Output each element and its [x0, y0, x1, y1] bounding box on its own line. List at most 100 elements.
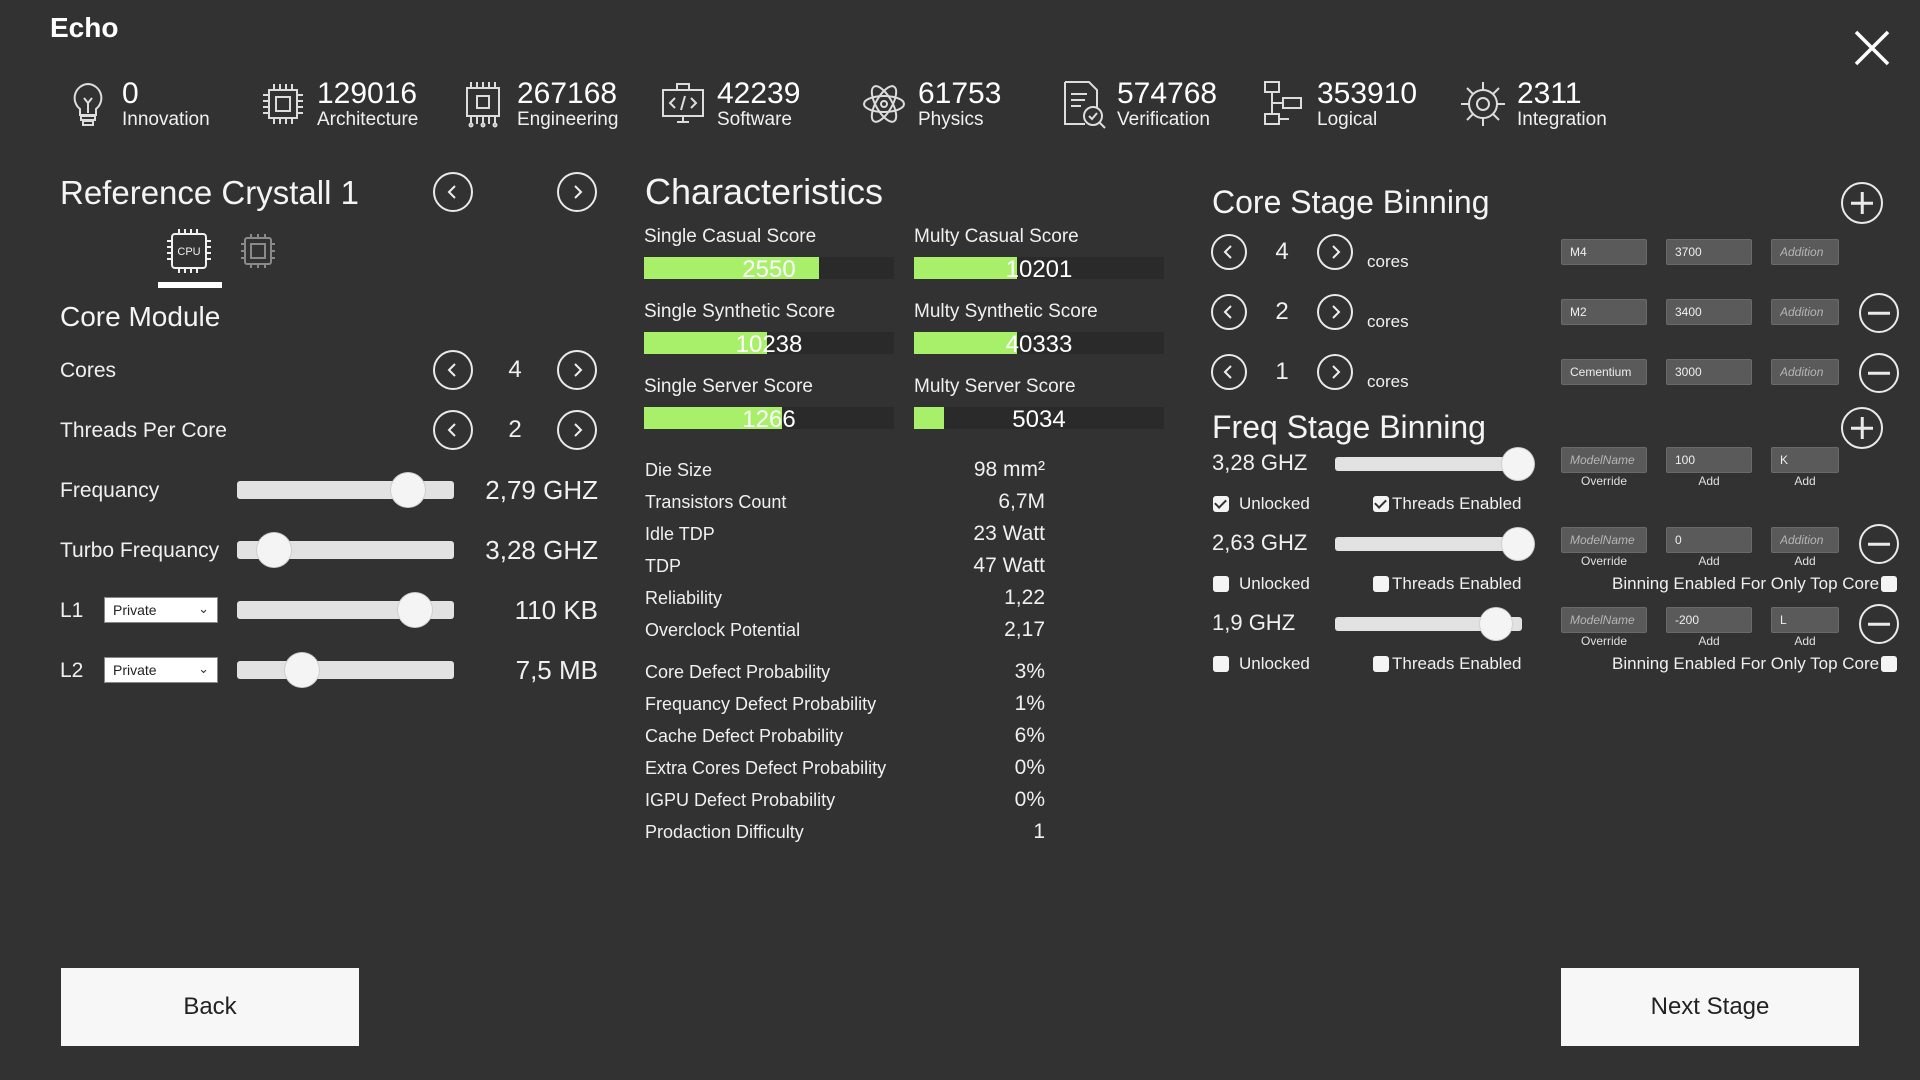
l2-mode-dropdown[interactable]: Private ⌄ [104, 657, 218, 683]
core-bin-decrease-button[interactable] [1211, 294, 1247, 330]
freq-bin-add-input[interactable] [1666, 607, 1752, 633]
core-bin-addition-input[interactable] [1771, 239, 1839, 265]
slider-knob[interactable] [1479, 608, 1512, 640]
freq-bin-add2-input[interactable] [1771, 607, 1839, 633]
core-bin-decrease-button[interactable] [1211, 354, 1247, 390]
tab-gpu[interactable] [239, 232, 277, 275]
remove-freq-bin-button[interactable] [1859, 524, 1899, 564]
remove-core-bin-button[interactable] [1859, 293, 1899, 333]
unlocked-checkbox[interactable] [1213, 496, 1229, 512]
l1-slider[interactable] [237, 593, 454, 627]
chevron-right-icon [574, 363, 583, 377]
threads-enabled-checkbox[interactable] [1373, 496, 1389, 512]
tab-cpu[interactable]: CPU [158, 228, 222, 288]
unlocked-checkbox[interactable] [1213, 576, 1229, 592]
core-bin-value-input[interactable] [1666, 299, 1752, 325]
app-title: Echo [50, 12, 119, 43]
threads-label: Threads Per Core [60, 419, 227, 442]
unlocked-checkbox[interactable] [1213, 656, 1229, 672]
freq-bin-add-input[interactable] [1666, 447, 1752, 473]
core-bin-value-input[interactable] [1666, 359, 1752, 385]
next-stage-button[interactable]: Next Stage [1561, 968, 1859, 1046]
freq-bin-slider[interactable] [1335, 528, 1535, 560]
core-bin-addition-input[interactable] [1771, 359, 1839, 385]
threads-increase-button[interactable] [557, 410, 597, 450]
turbo-frequency-slider[interactable] [237, 533, 454, 567]
threads-decrease-button[interactable] [433, 410, 473, 450]
slider-knob[interactable] [256, 533, 291, 567]
score-value: 5034 [1012, 406, 1066, 433]
freq-bin-model-input[interactable] [1561, 607, 1647, 633]
core-bin-value-input[interactable] [1666, 239, 1752, 265]
core-bin-increase-button[interactable] [1317, 234, 1353, 270]
threads-enabled-label: Threads Enabled [1392, 574, 1522, 593]
core-bin-name-input[interactable] [1561, 359, 1647, 385]
cores-decrease-button[interactable] [433, 350, 473, 390]
freq-bin-model-input[interactable] [1561, 527, 1647, 553]
add-freq-bin-button[interactable] [1841, 407, 1883, 449]
score-label: Single Synthetic Score [644, 301, 836, 322]
l1-mode-dropdown[interactable]: Private ⌄ [104, 597, 218, 623]
freq-bin-add2-input[interactable] [1771, 527, 1839, 553]
back-button[interactable]: Back [61, 968, 359, 1046]
score-value: 1266 [742, 406, 796, 433]
threads-enabled-checkbox[interactable] [1373, 576, 1389, 592]
core-bin-name-input[interactable] [1561, 239, 1647, 265]
top-core-checkbox[interactable] [1881, 576, 1897, 592]
score-label: Multy Synthetic Score [914, 301, 1098, 322]
chevron-right-icon [1332, 245, 1341, 259]
chevron-left-icon [447, 423, 456, 437]
resource-physics: 61753 Physics [858, 78, 1001, 130]
score-bar-fill [914, 407, 944, 429]
freq-bin-slider[interactable] [1335, 608, 1522, 640]
stat-value: 2,17 [1004, 618, 1045, 641]
turbo-frequency-value: 3,28 GHZ [485, 535, 598, 565]
stat-label: TDP [645, 556, 681, 576]
freq-bin-slider[interactable] [1335, 448, 1535, 480]
chevron-left-icon [447, 185, 456, 199]
slider-knob[interactable] [285, 653, 320, 687]
defect-label: Cache Defect Probability [645, 726, 844, 746]
prev-reference-button[interactable] [433, 172, 473, 212]
core-bin-decrease-button[interactable] [1211, 234, 1247, 270]
unlocked-label: Unlocked [1239, 494, 1310, 513]
chevron-right-icon [574, 185, 583, 199]
slider-knob[interactable] [391, 473, 426, 507]
remove-core-bin-button[interactable] [1859, 353, 1899, 393]
chevron-right-icon [574, 423, 583, 437]
core-bin-increase-button[interactable] [1317, 354, 1353, 390]
core-bin-increase-button[interactable] [1317, 294, 1353, 330]
resource-verification: 574768 Verification [1057, 78, 1217, 130]
core-bin-name-input[interactable] [1561, 299, 1647, 325]
l1-label: L1 [60, 599, 84, 622]
slider-knob[interactable] [397, 593, 432, 627]
frequency-slider[interactable] [237, 473, 454, 507]
computer-code-icon [662, 83, 704, 123]
add-caption: Add [1698, 554, 1720, 568]
freq-bin-model-input[interactable] [1561, 447, 1647, 473]
threads-enabled-checkbox[interactable] [1373, 656, 1389, 672]
stat-label: Transistors Count [645, 492, 787, 512]
core-bin-addition-input[interactable] [1771, 299, 1839, 325]
freq-bin-add2-input[interactable] [1771, 447, 1839, 473]
cores-increase-button[interactable] [557, 350, 597, 390]
defect-value: 3% [1014, 660, 1045, 683]
l1-mode-value: Private [113, 602, 157, 618]
close-icon[interactable] [1850, 26, 1894, 70]
add-core-bin-button[interactable] [1841, 182, 1883, 224]
score-bar: 40333 [914, 331, 1164, 358]
slider-knob[interactable] [1502, 528, 1535, 560]
unlocked-label: Unlocked [1239, 654, 1310, 673]
l2-slider[interactable] [237, 653, 454, 687]
score-label: Single Casual Score [644, 226, 817, 247]
next-reference-button[interactable] [557, 172, 597, 212]
defect-label: IGPU Defect Probability [645, 790, 836, 810]
score-label: Multy Casual Score [914, 226, 1079, 247]
threads-enabled-label: Threads Enabled [1392, 494, 1522, 513]
freq-bin-add-input[interactable] [1666, 527, 1752, 553]
defect-label: Extra Cores Defect Probability [645, 758, 887, 778]
score-value: 2550 [742, 256, 796, 283]
top-core-checkbox[interactable] [1881, 656, 1897, 672]
remove-freq-bin-button[interactable] [1859, 604, 1899, 644]
slider-knob[interactable] [1502, 448, 1535, 480]
